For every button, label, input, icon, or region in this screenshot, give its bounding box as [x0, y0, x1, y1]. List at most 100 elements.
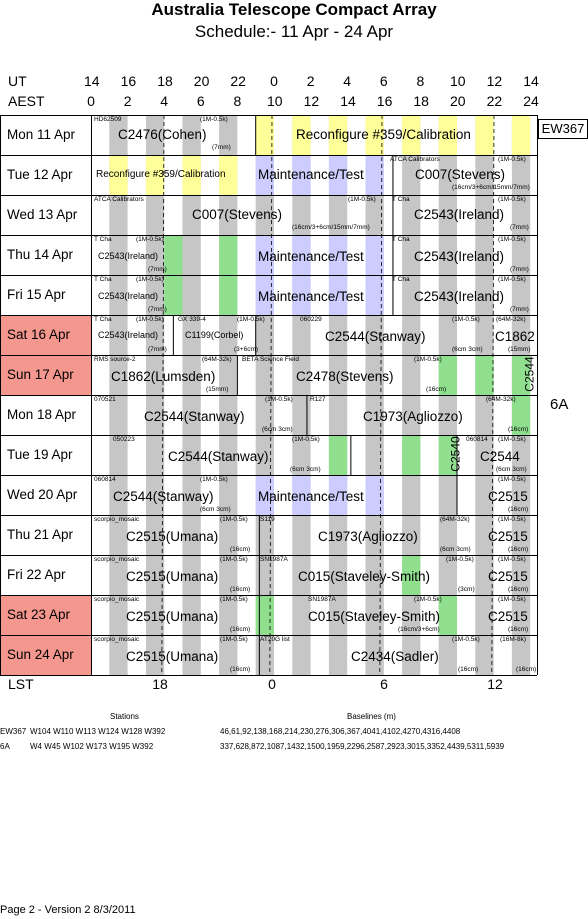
vertical-project-label: C2544 — [522, 356, 537, 392]
night-band — [402, 636, 421, 675]
day-label: Sun 17 Apr — [7, 367, 74, 382]
maintenance-band — [292, 276, 311, 315]
day-label: Wed 20 Apr — [7, 487, 78, 502]
night-band — [255, 196, 274, 235]
night-band — [219, 116, 238, 155]
night-band — [145, 236, 165, 275]
block-detail: (1M-0.5k) — [498, 476, 526, 483]
block-detail: (3cm) — [458, 586, 475, 593]
ut_ticks-tick: 18 — [157, 73, 173, 89]
night-band — [402, 316, 421, 355]
night-band — [255, 636, 274, 675]
aest_ticks-tick: 24 — [523, 93, 539, 109]
reconfigure-band — [292, 116, 311, 155]
night-band — [145, 476, 165, 515]
night-band — [219, 196, 238, 235]
block-detail: (15mm) — [508, 346, 531, 353]
night-band — [475, 476, 494, 515]
ut_ticks-tick: 14 — [84, 73, 100, 89]
project-label: C1973(Agliozzo) — [363, 409, 463, 424]
night-band — [182, 596, 201, 635]
night-band — [475, 396, 494, 435]
block-detail: (64M-32k) — [440, 516, 470, 523]
maintenance-band — [328, 156, 348, 195]
block-detail: (1M-0.5k) — [348, 196, 376, 203]
reconfigure-band — [511, 116, 531, 155]
blank-band — [237, 116, 256, 155]
project-label: C007(Stevens) — [415, 167, 506, 182]
night-band — [475, 596, 494, 635]
maintenance-band — [328, 236, 348, 275]
lst-marker-line — [491, 115, 495, 676]
night-band — [365, 596, 384, 635]
night-band — [511, 236, 531, 275]
block-detail: (16cm) — [230, 666, 251, 673]
aest_ticks-tick: 18 — [413, 93, 429, 109]
night-band — [365, 356, 384, 395]
lst-marker-line — [161, 115, 165, 676]
day-label: Fri 15 Apr — [7, 287, 66, 302]
block-detail: (7mm) — [148, 346, 167, 353]
block-detail: scorpio_mosaic — [94, 556, 140, 563]
lst-marker-line — [379, 115, 383, 676]
ut-label: UT — [8, 73, 27, 89]
project-label: Maintenance/Test — [258, 167, 364, 182]
night-band — [328, 396, 348, 435]
block-detail: ATCA Calibrators — [94, 196, 144, 203]
green-band — [475, 356, 494, 395]
night-band — [511, 596, 531, 635]
night-band — [328, 316, 348, 355]
block-detail: (16cm/3+6cm/15mm/7mm) — [452, 184, 530, 191]
block-detail: HD62509 — [94, 116, 122, 123]
night-band — [219, 516, 238, 555]
green-band — [219, 276, 238, 315]
block-detail: (1M-0.5k) — [498, 556, 526, 563]
footer-stations-6a: W4 W45 W102 W173 W195 W392 — [30, 742, 154, 751]
block-detail: ATCA Calibrators — [390, 156, 440, 163]
block-detail: (1M-0.5k) — [498, 156, 526, 163]
green-band — [438, 436, 457, 475]
project-label: C1862(Lumsden) — [111, 369, 216, 384]
project-label: C2543(Ireland) — [414, 207, 505, 222]
project-label: C2543(Ireland) — [98, 330, 159, 340]
ut_ticks-tick: 2 — [306, 73, 315, 89]
block-detail: (16cm) — [508, 546, 529, 553]
block-detail: (1M-0.5k) — [498, 276, 526, 283]
project-label: C015(Staveley-Smith) — [298, 569, 431, 584]
project-label: C2515(Umana) — [126, 529, 219, 544]
block-detail: (16cm) — [230, 546, 251, 553]
night-band — [255, 356, 274, 395]
aest_ticks-tick: 4 — [160, 93, 169, 109]
config-6a: 6A — [550, 396, 569, 413]
footer-config-6a: 6A — [0, 742, 10, 751]
night-band — [475, 156, 494, 195]
project-label: C1862 — [495, 329, 535, 344]
block-detail: (64M-32k) — [202, 356, 232, 363]
day-label: Mon 18 Apr — [7, 407, 77, 422]
block-detail: (1M-0.5k) — [498, 196, 526, 203]
project-label: C2544(Stanway) — [168, 449, 269, 464]
night-band — [219, 396, 238, 435]
night-band — [402, 196, 421, 235]
night-band — [438, 636, 457, 675]
block-detail: (6cm 3cm) — [290, 466, 321, 473]
day-label: Thu 21 Apr — [7, 527, 74, 542]
maintenance-band — [255, 236, 274, 275]
night-band — [145, 596, 165, 635]
day-label: Tue 19 Apr — [7, 447, 73, 462]
project-label: C2544 — [480, 449, 520, 464]
night-band — [365, 436, 384, 475]
night-band — [292, 556, 311, 595]
night-band — [182, 276, 201, 315]
block-detail: (1M-0.5k) — [220, 596, 248, 603]
night-band — [365, 556, 384, 595]
block-detail: (1M-0.5k) — [414, 596, 442, 603]
page-title: Australia Telescope Compact Array — [151, 0, 437, 19]
night-band — [511, 436, 531, 475]
ut_ticks-tick: 20 — [193, 73, 210, 89]
baselines-heading: Baselines (m) — [347, 712, 396, 721]
maintenance-band — [365, 156, 384, 195]
block-detail: SN1987A — [260, 556, 288, 563]
block-detail: (7mm) — [510, 266, 529, 273]
night-band — [365, 636, 384, 675]
